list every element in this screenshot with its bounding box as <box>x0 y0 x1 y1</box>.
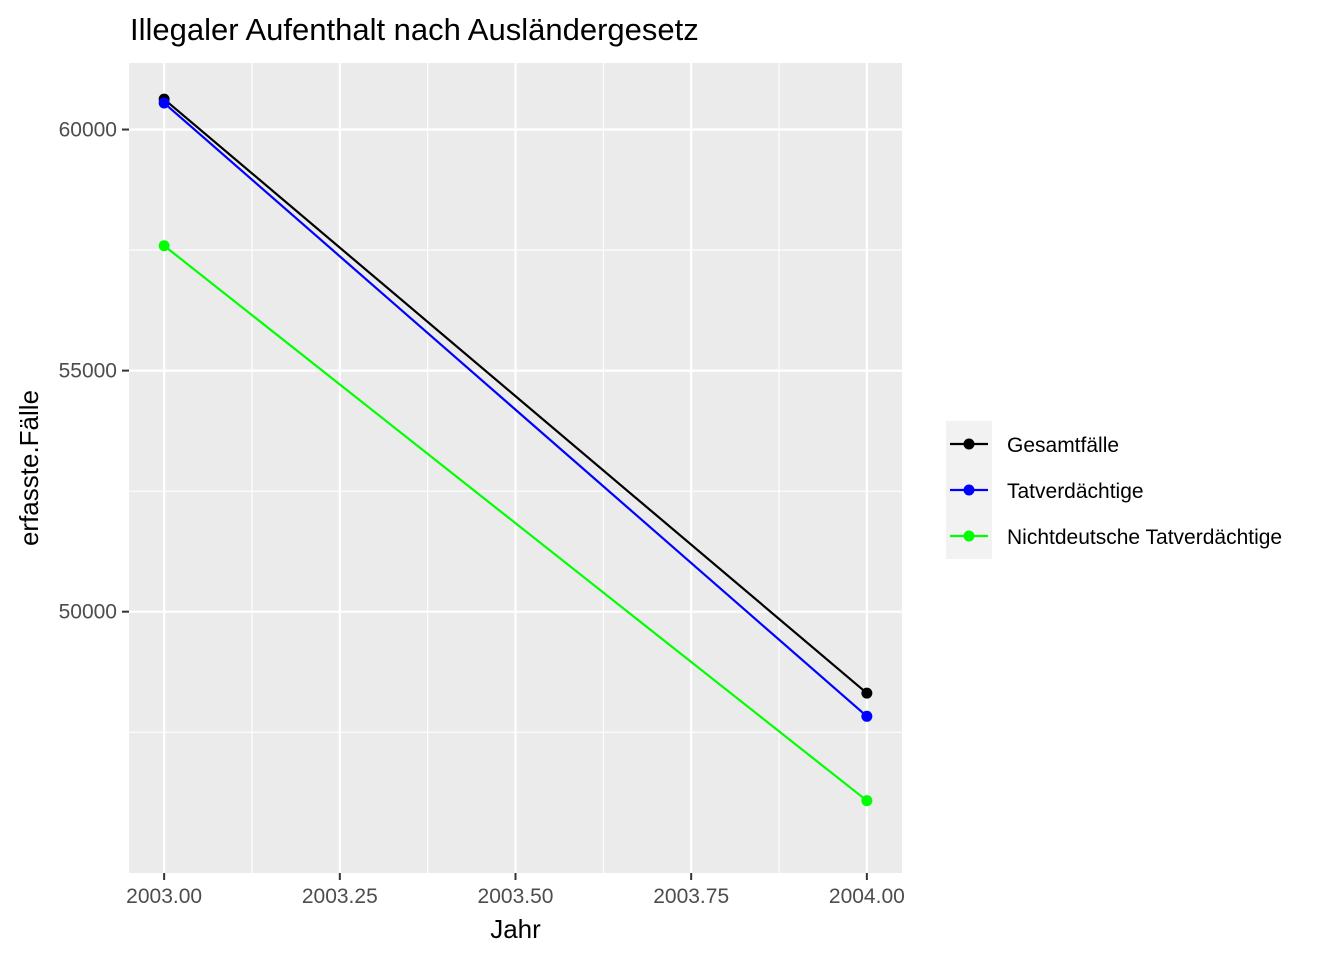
series-line <box>163 102 868 718</box>
y-axis-label: erfasste.Fälle <box>14 390 44 546</box>
legend-label: Gesamtfälle <box>1007 434 1119 457</box>
data-point <box>158 97 170 109</box>
x-tick-label: 2003.00 <box>126 885 202 908</box>
series-line <box>163 98 868 695</box>
legend-label: Nichtdeutsche Tatverdächtige <box>1007 526 1282 549</box>
legend: Gesamtfälle Tatverdächtige Nichtdeutsche T… <box>946 421 1282 559</box>
legend-key-point <box>963 438 975 450</box>
y-tick-label: 50000 <box>59 601 117 624</box>
x-axis: 2003.00 2003.25 2003.50 2003.75 2004.00 <box>126 873 905 908</box>
series-lines <box>163 98 868 802</box>
x-axis-label: Jahr <box>490 914 541 944</box>
legend-label: Tatverdächtige <box>1007 480 1144 503</box>
legend-key-point <box>963 484 975 496</box>
x-tick-label: 2003.50 <box>478 885 554 908</box>
series-line <box>163 244 868 802</box>
x-tick-label: 2003.75 <box>653 885 729 908</box>
data-point <box>861 795 873 807</box>
y-tick-label: 60000 <box>59 119 117 142</box>
y-axis: 50000 55000 60000 <box>59 119 129 624</box>
x-tick-label: 2003.25 <box>302 885 378 908</box>
data-point <box>158 240 170 252</box>
data-point <box>861 710 873 722</box>
series-points <box>158 93 873 807</box>
chart-title: Illegaler Aufenthalt nach Ausländergeset… <box>130 12 699 47</box>
major-gridlines <box>129 63 902 873</box>
x-tick-label: 2004.00 <box>829 885 905 908</box>
data-point <box>861 687 873 699</box>
legend-key-point <box>963 530 975 542</box>
y-tick-label: 55000 <box>59 360 117 383</box>
